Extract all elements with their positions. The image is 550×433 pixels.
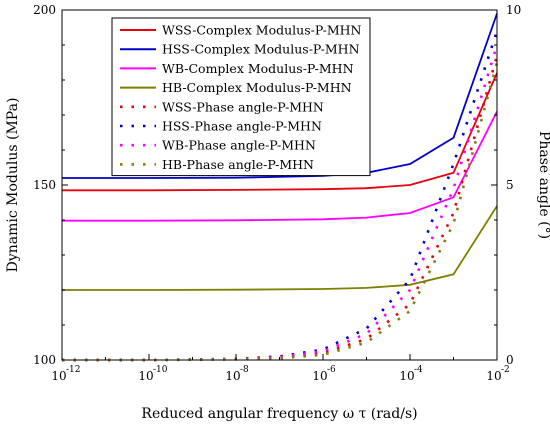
y2-tick-label: 10 — [506, 3, 521, 17]
x-tick-label: 10 — [225, 369, 240, 383]
legend: WSS-Complex Modulus-P-MHN HSS-Complex Mod… — [111, 17, 371, 177]
x-tick-label: 10 — [399, 369, 414, 383]
legend-label: HSS-Phase angle-P-MHN — [162, 119, 322, 134]
y2-tick-label: 5 — [506, 178, 514, 192]
legend-label: WSS-Complex Modulus-P-MHN — [162, 23, 362, 38]
legend-label: HB-Complex Modulus-P-MHN — [162, 80, 352, 95]
y-tick-label: 150 — [33, 178, 56, 192]
legend-box — [111, 17, 371, 177]
x-tick-label: 10 — [312, 369, 327, 383]
y-tick-label: 100 — [33, 353, 56, 367]
x-tick-label: 10 — [51, 369, 66, 383]
x-axis-title: Reduced angular frequency ω τ (rad/s) — [141, 406, 417, 422]
x-tick-exponent: -10 — [153, 365, 168, 375]
legend-label: HSS-Complex Modulus-P-MHN — [162, 42, 360, 57]
x-tick-exponent: -4 — [414, 365, 423, 375]
series-line — [62, 111, 498, 222]
y2-axis-title: Phase angle (°) — [536, 131, 550, 239]
x-tick-exponent: -12 — [66, 365, 81, 375]
x-tick-exponent: -2 — [501, 365, 510, 375]
y-axis-title: Dynamic Modulus (MPa) — [5, 98, 21, 273]
legend-label: WB-Phase angle-P-MHN — [162, 138, 316, 153]
x-tick-exponent: -8 — [240, 365, 249, 375]
x-tick-label: 10 — [486, 369, 501, 383]
legend-label: HB-Phase angle-P-MHN — [162, 157, 314, 172]
series-line — [62, 205, 498, 291]
y2-tick-label: 0 — [506, 353, 514, 367]
x-tick-exponent: -6 — [327, 365, 336, 375]
legend-label: WB-Complex Modulus-P-MHN — [162, 61, 354, 76]
legend-label: WSS-Phase angle-P-MHN — [162, 99, 324, 114]
y-tick-label: 200 — [33, 3, 56, 17]
x-tick-label: 10 — [138, 369, 153, 383]
series-line — [62, 72, 498, 192]
